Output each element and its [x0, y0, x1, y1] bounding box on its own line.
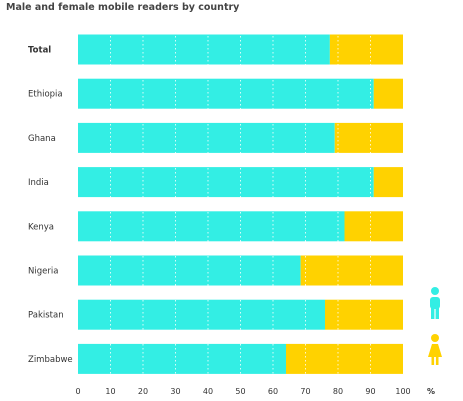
bar-female-india: [373, 167, 403, 198]
x-tick-label: 20: [138, 387, 148, 396]
male-figure-icon: [430, 287, 440, 319]
bar-male-zimbabwe: [78, 343, 286, 374]
x-tick-label: 30: [170, 387, 180, 396]
category-label: Ghana: [28, 134, 56, 144]
x-tick-label: 80: [333, 387, 343, 396]
x-tick-label: 40: [203, 387, 213, 396]
bar-male-ethiopia: [78, 78, 374, 109]
category-label: Ethiopia: [28, 90, 63, 100]
x-tick-label: 10: [105, 387, 115, 396]
x-tick-label: 100: [395, 387, 410, 396]
bar-female-zimbabwe: [286, 343, 403, 374]
bar-male-pakistan: [78, 299, 325, 330]
x-tick-label: 0: [75, 387, 80, 396]
x-tick-label: 60: [268, 387, 278, 396]
x-tick-label: 50: [235, 387, 245, 396]
x-tick-label: 70: [300, 387, 310, 396]
bar-male-nigeria: [78, 255, 301, 286]
bar-female-ethiopia: [373, 78, 403, 109]
category-labels: Total Ethiopia Ghana India Kenya Nigeria Pakis…: [28, 46, 73, 365]
bar-male-india: [78, 167, 374, 198]
bar-male-ghana: [78, 122, 335, 153]
bar-female-kenya: [344, 211, 403, 242]
bar-female-total: [329, 34, 403, 65]
bar-female-nigeria: [300, 255, 403, 286]
chart-title: Male and female mobile readers by countr…: [6, 2, 240, 13]
category-label: Zimbabwe: [28, 355, 73, 365]
category-label: Kenya: [28, 222, 54, 232]
bar-female-pakistan: [325, 299, 403, 330]
x-tick-label: 90: [365, 387, 375, 396]
category-label: Total: [28, 46, 51, 56]
category-label: Pakistan: [28, 311, 64, 321]
category-label: Nigeria: [28, 267, 58, 277]
female-figure-icon: [428, 334, 442, 365]
bar-female-ghana: [334, 122, 403, 153]
x-unit-label: %: [427, 387, 435, 396]
bar-male-total: [78, 34, 330, 65]
bars-layer: [78, 34, 403, 374]
category-label: India: [28, 178, 49, 188]
x-tick-labels: 0 10 20 30 40 50 60 70 80 90 100: [75, 387, 410, 396]
bar-male-kenya: [78, 211, 345, 242]
